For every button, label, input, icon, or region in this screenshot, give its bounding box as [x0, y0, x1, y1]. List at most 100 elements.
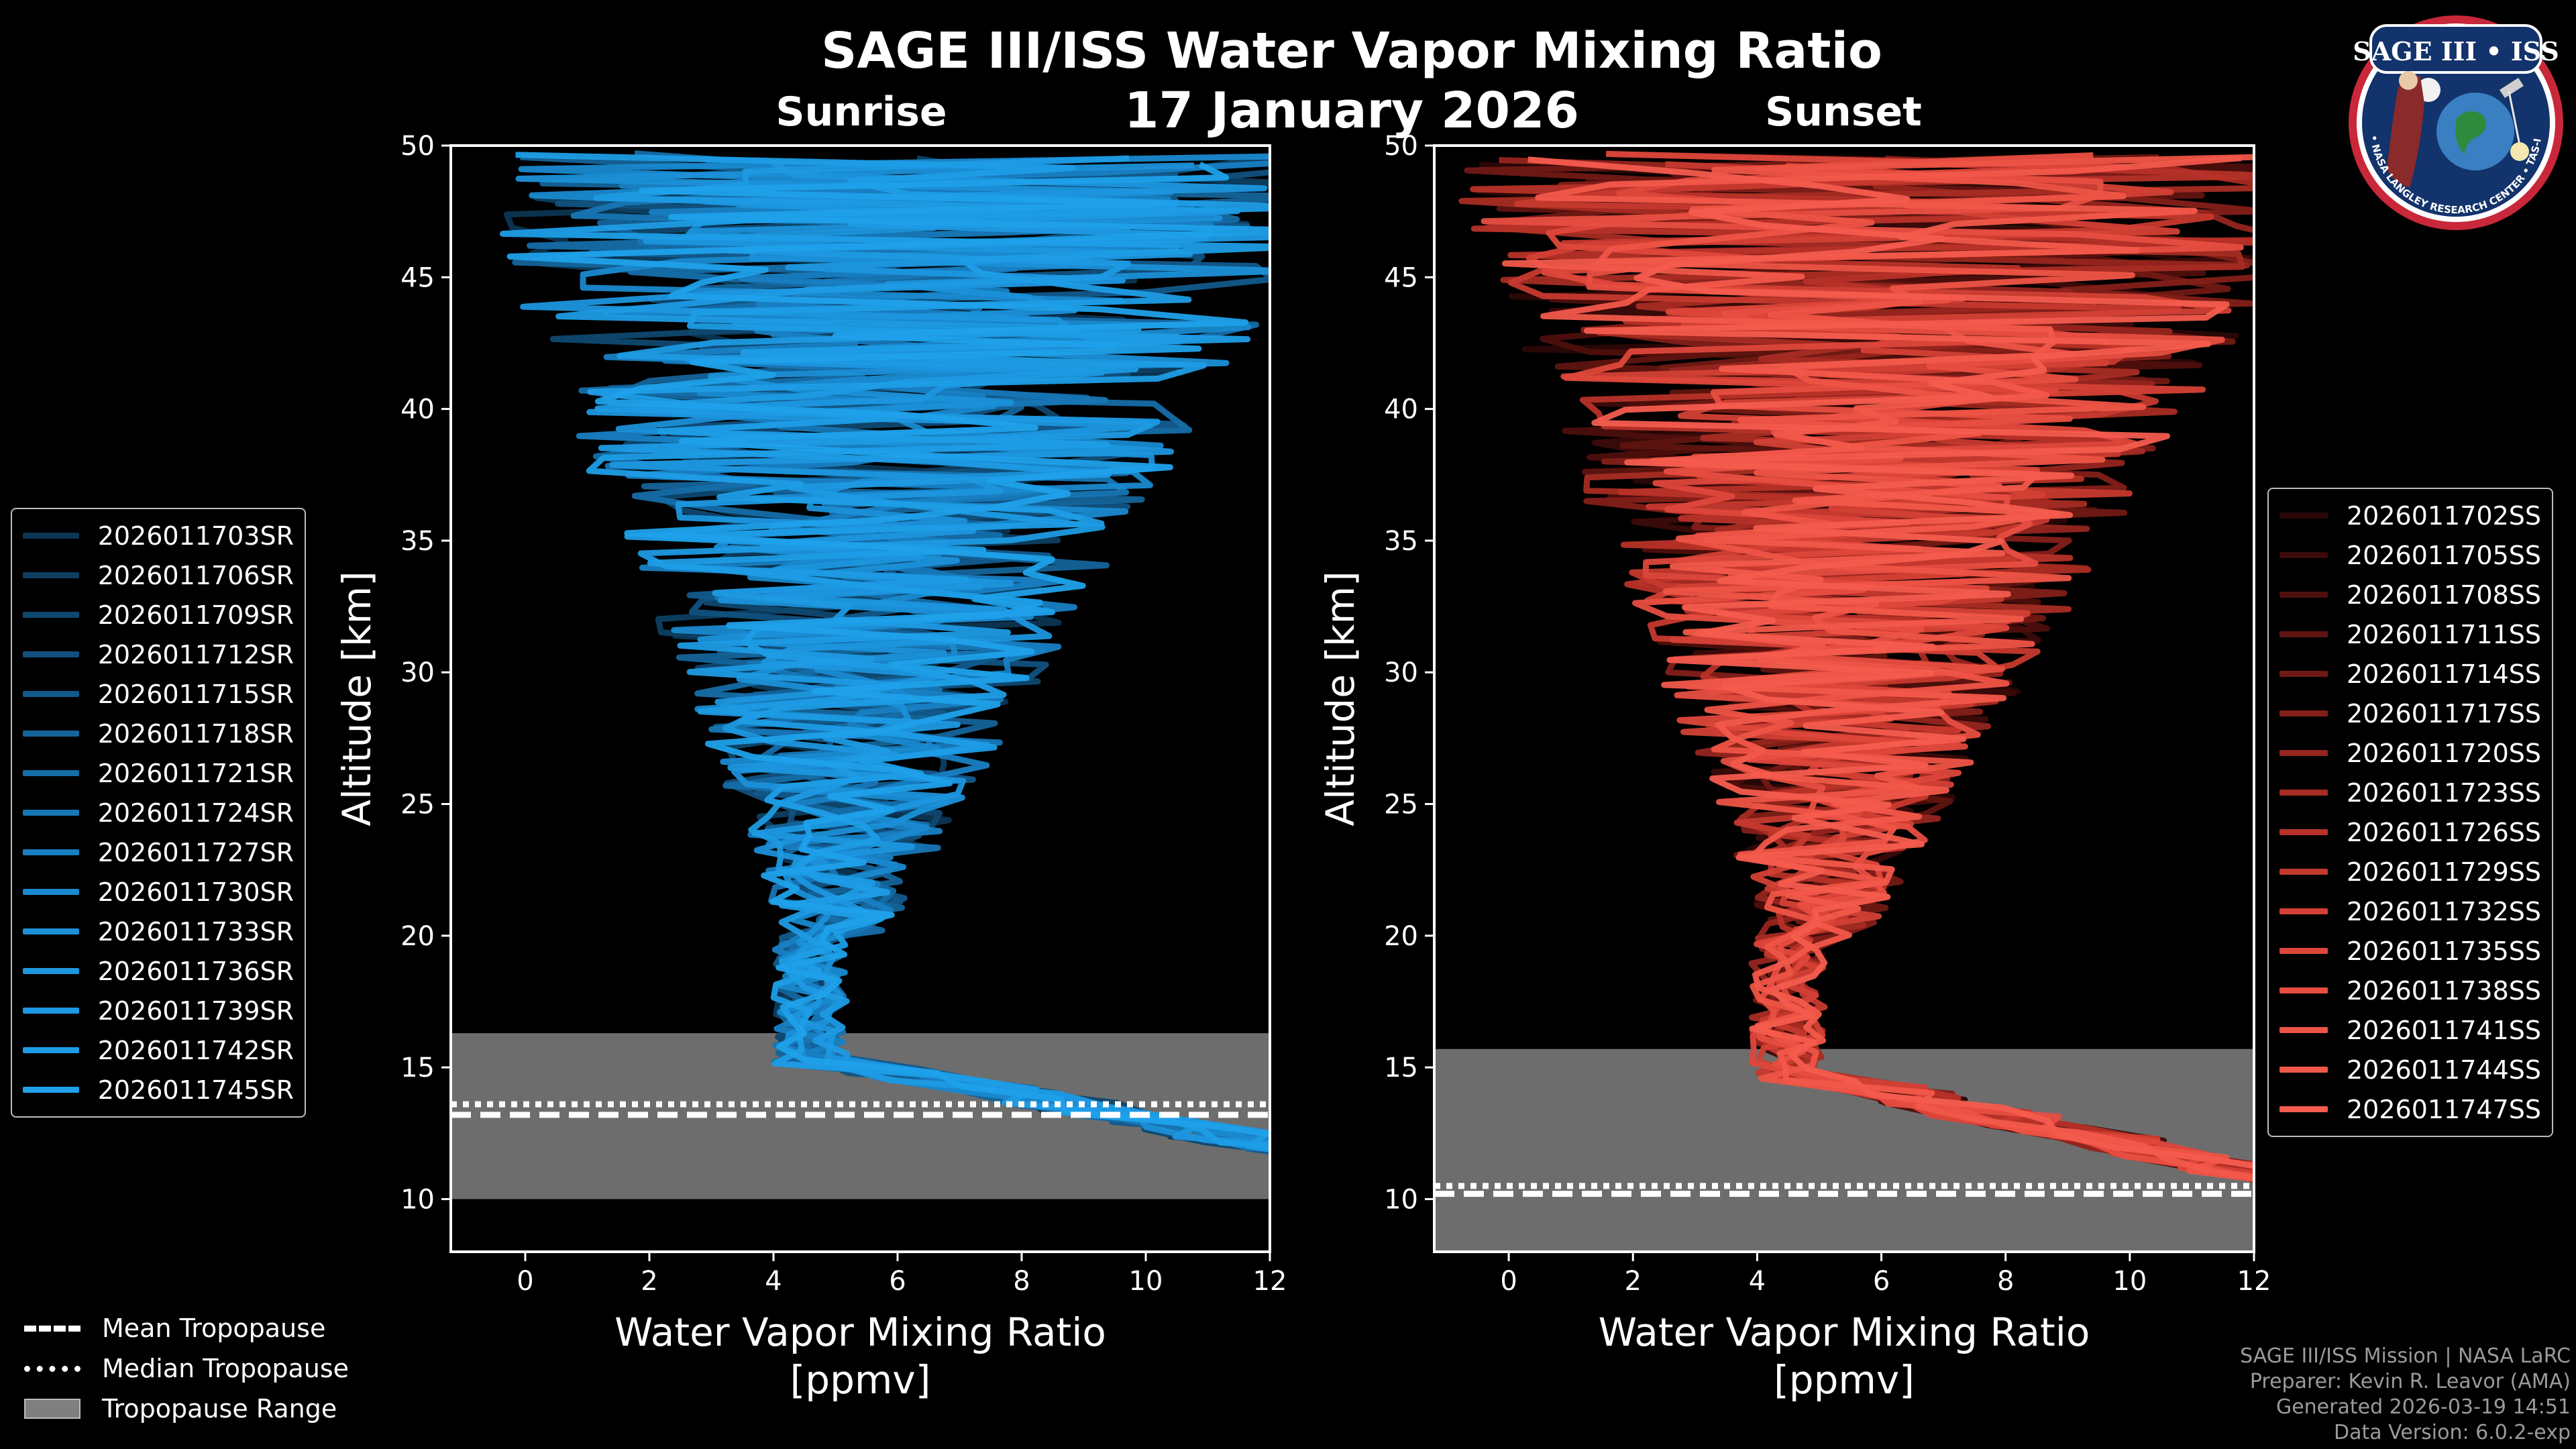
- legend-item-2026011709SR: 2026011709SR: [23, 595, 294, 635]
- x-tick-label: 8: [1997, 1266, 2014, 1297]
- legend-label: 2026011726SS: [2346, 817, 2541, 847]
- x-tick-label: 12: [1253, 1266, 1287, 1297]
- legend-label: 2026011705SS: [2346, 540, 2541, 570]
- legend-label: 2026011715SR: [97, 679, 294, 709]
- sunset-panel: Sunset 0 2 4 6 8 10 12 10 15 20 25 30 35 40 45 50 Water V…: [1318, 89, 2271, 1403]
- x-tick-label: 4: [1749, 1266, 1766, 1297]
- x-tick-label: 10: [2112, 1266, 2147, 1297]
- x-tick-label: 2: [641, 1266, 657, 1297]
- y-tick-label: 20: [1384, 921, 1418, 952]
- legend-line-icon: [23, 533, 79, 539]
- y-tick-label: 25: [1384, 790, 1418, 820]
- legend-line-icon: [2279, 790, 2328, 796]
- y-tick-label: 50: [1384, 131, 1418, 162]
- legend-line-icon: [2279, 552, 2328, 558]
- legend-item-2026011723SS: 2026011723SS: [2279, 773, 2541, 812]
- legend-label: 2026011708SS: [2346, 580, 2541, 610]
- legend-item-2026011718SR: 2026011718SR: [23, 714, 294, 753]
- legend-line-icon: [23, 612, 79, 618]
- legend-item-2026011720SS: 2026011720SS: [2279, 733, 2541, 773]
- x-tick-label: 10: [1129, 1266, 1163, 1297]
- axes-frame: [1433, 144, 2255, 1253]
- legend-label: 2026011724SR: [97, 798, 294, 828]
- footer-generated: Generated 2026-03-19 14:51: [2275, 1395, 2571, 1419]
- legend-item-2026011745SR: 2026011745SR: [23, 1070, 294, 1110]
- astronomer-figure-icon: [2387, 74, 2424, 188]
- legend-item-2026011741SS: 2026011741SS: [2279, 1010, 2541, 1050]
- legend-item-2026011715SR: 2026011715SR: [23, 674, 294, 714]
- x-axis-label-units: [ppmv]: [1774, 1357, 1915, 1403]
- legend-line-icon: [2279, 631, 2328, 637]
- legend-label: 2026011709SR: [97, 600, 294, 630]
- legend-label: 2026011739SR: [97, 996, 294, 1026]
- x-axis-label: Water Vapor Mixing Ratio: [1599, 1309, 2090, 1355]
- legend-label: 2026011720SS: [2346, 738, 2541, 768]
- panel-subtitle: Sunrise: [775, 89, 947, 136]
- legend-item-2026011714SS: 2026011714SS: [2279, 654, 2541, 694]
- legend-label: 2026011721SR: [97, 758, 294, 788]
- legend-item-2026011706SR: 2026011706SR: [23, 555, 294, 595]
- legend-label: 2026011730SR: [97, 877, 294, 907]
- legend-line-icon: [23, 889, 79, 895]
- legend-item-2026011708SS: 2026011708SS: [2279, 575, 2541, 614]
- legend-label: Median Tropopause: [102, 1354, 349, 1383]
- legend-line-icon: [23, 770, 79, 776]
- y-tick-label: 25: [400, 790, 435, 820]
- legend-line-icon: [23, 928, 79, 934]
- y-tick-label: 10: [1384, 1184, 1418, 1215]
- legend-label: 2026011738SS: [2346, 975, 2541, 1006]
- legend-line-icon: [2279, 1027, 2328, 1033]
- profile-line-2026011745SR: [506, 161, 1270, 1138]
- legend-item-2026011742SR: 2026011742SR: [23, 1030, 294, 1070]
- x-tick-label: 2: [1625, 1266, 1642, 1297]
- y-tick-label: 40: [400, 394, 435, 425]
- profile-line-2026011739SR: [555, 155, 1270, 1152]
- legend-line-icon: [2279, 592, 2328, 598]
- legend-label: 2026011729SS: [2346, 857, 2541, 887]
- legend-label: Tropopause Range: [102, 1394, 337, 1424]
- y-axis-label: Altitude [km]: [1318, 571, 1363, 826]
- legend-label: 2026011735SS: [2346, 936, 2541, 966]
- footer-preparer: Preparer: Kevin R. Leavor (AMA): [2249, 1370, 2571, 1393]
- y-tick-label: 35: [400, 526, 435, 557]
- legend-line-icon: [2279, 671, 2328, 677]
- legend-line-icon: [2279, 908, 2328, 914]
- legend-line-icon: [23, 1087, 79, 1093]
- x-tick-label: 6: [889, 1266, 906, 1297]
- legend-line-icon: [2279, 1106, 2328, 1112]
- moon-icon: [2510, 142, 2529, 161]
- tropopause-legend: Mean Tropopause Median Tropopause Tropop…: [24, 1308, 349, 1429]
- profile-line-2026011747SS: [1527, 156, 2254, 1169]
- legend-label: 2026011733SR: [97, 916, 294, 947]
- legend-line-icon: [23, 731, 79, 737]
- legend-label: 2026011744SS: [2346, 1055, 2541, 1085]
- legend-item-2026011724SR: 2026011724SR: [23, 793, 294, 833]
- y-axis-label: Altitude [km]: [334, 571, 380, 826]
- legend-item-2026011727SR: 2026011727SR: [23, 833, 294, 872]
- y-tick-label: 45: [400, 262, 435, 293]
- legend-item-2026011747SS: 2026011747SS: [2279, 1089, 2541, 1129]
- legend-item-2026011729SS: 2026011729SS: [2279, 852, 2541, 892]
- legend-label: 2026011711SS: [2346, 619, 2541, 649]
- legend-item-2026011739SR: 2026011739SR: [23, 991, 294, 1030]
- astronomer-head-icon: [2399, 71, 2418, 90]
- x-tick-label: 4: [765, 1266, 782, 1297]
- y-tick-label: 30: [1384, 657, 1418, 688]
- legend-label: 2026011727SR: [97, 837, 294, 867]
- legend-line-icon: [23, 849, 79, 855]
- profile-line-2026011742SR: [499, 152, 1270, 1150]
- legend-line-icon: [23, 1047, 79, 1053]
- legend-line-icon: [23, 691, 79, 697]
- gray-box-icon: [24, 1399, 80, 1419]
- sunrise-panel: Sunrise 0 2 4 6 8 10 12 10 15 20 25 30 35 40 45 50 Water …: [334, 89, 1287, 1403]
- panel-subtitle: Sunset: [1765, 89, 1922, 136]
- legend-tropopause-range: Tropopause Range: [24, 1389, 349, 1429]
- y-tick-label: 20: [400, 921, 435, 952]
- legend-line-icon: [2279, 987, 2328, 994]
- footer-credits: SAGE III/ISS Mission | NASA LaRC Prepare…: [2240, 1344, 2571, 1446]
- footer-mission: SAGE III/ISS Mission | NASA LaRC: [2240, 1344, 2571, 1368]
- sunset-legend: 2026011702SS 2026011705SS 2026011708SS 2026…: [2267, 488, 2553, 1137]
- y-tick-label: 50: [400, 131, 435, 162]
- x-tick-label: 0: [1500, 1266, 1517, 1297]
